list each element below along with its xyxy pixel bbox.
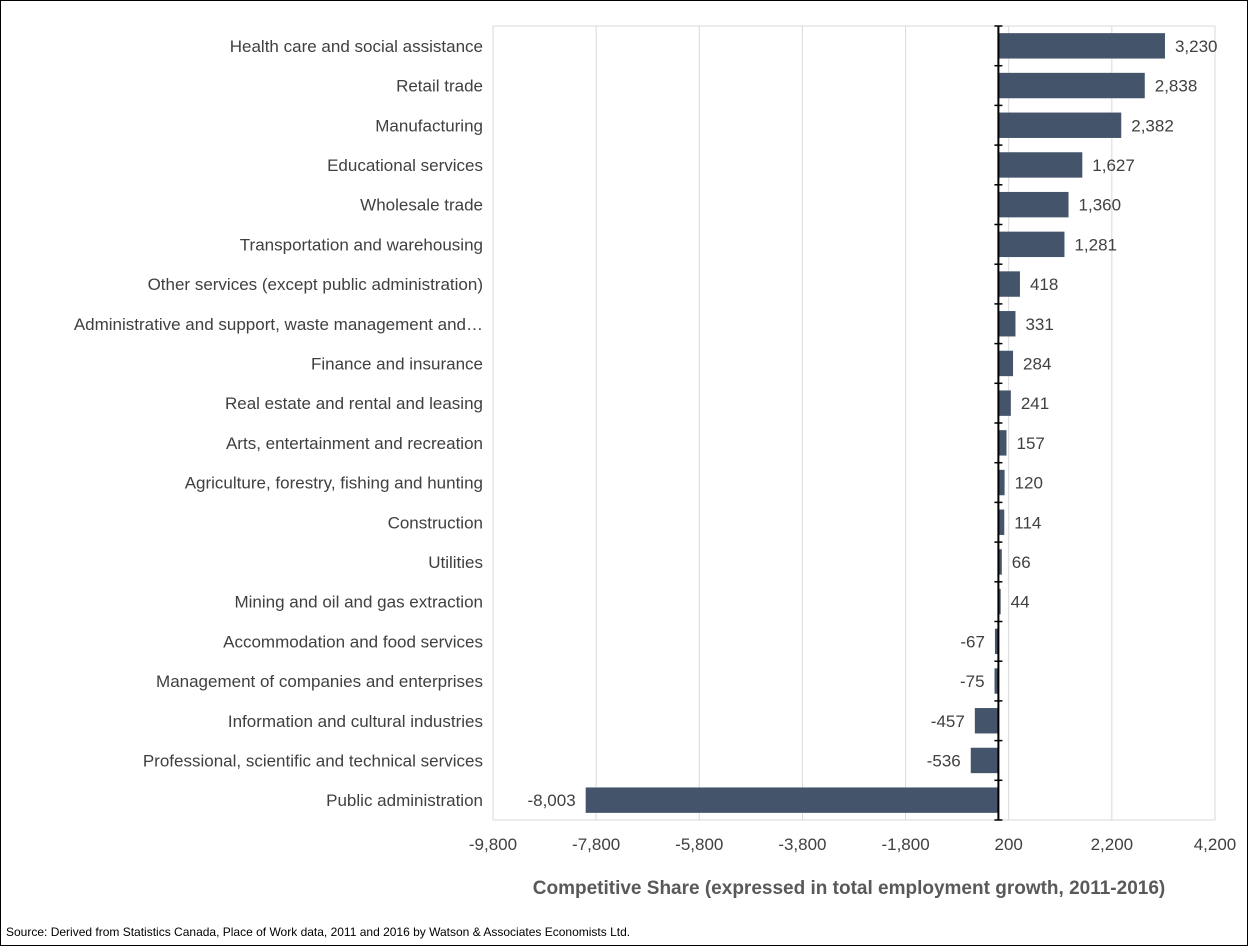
category-label: Retail trade: [396, 77, 483, 96]
x-tick-label: 200: [995, 835, 1023, 854]
category-label: Other services (except public administra…: [148, 275, 483, 294]
x-axis-title: Competitive Share (expressed in total em…: [533, 878, 1165, 899]
bar: [998, 33, 1165, 59]
bar: [998, 549, 1002, 575]
category-label: Finance and insurance: [311, 354, 483, 373]
bar: [998, 271, 1020, 297]
category-label: Mining and oil and gas extraction: [234, 593, 483, 612]
data-label: 418: [1030, 275, 1058, 294]
data-label: -536: [927, 751, 961, 770]
data-label: 1,627: [1092, 156, 1135, 175]
bar: [998, 350, 1014, 377]
category-label: Professional, scientific and technical s…: [143, 751, 483, 770]
category-label: Public administration: [326, 791, 483, 810]
bar: [994, 628, 999, 655]
data-label: 2,382: [1131, 116, 1174, 135]
bar: [998, 390, 1011, 416]
bar: [998, 112, 1122, 138]
category-label: Educational services: [327, 156, 483, 175]
category-label: Agriculture, forestry, fishing and hunti…: [185, 474, 483, 493]
category-label: Manufacturing: [375, 116, 483, 135]
x-tick-label: -1,800: [881, 835, 929, 854]
data-label: -8,003: [527, 791, 575, 810]
bar: [998, 231, 1065, 258]
category-label: Utilities: [428, 553, 483, 572]
data-labels: 3,230 2,838 2,382 1,627 1,360 1,281 418 331 284 2…: [527, 37, 1217, 810]
data-label: 1,281: [1074, 235, 1117, 254]
x-tick-labels: -9,800 -7,800 -5,800 -3,800 -1,800 200 2,200 4,…: [469, 835, 1236, 854]
data-label: -457: [931, 712, 965, 731]
data-label: 66: [1012, 553, 1031, 572]
bar: [998, 311, 1016, 337]
x-tick-label: -5,800: [675, 835, 723, 854]
zero-axis: [994, 25, 1003, 821]
category-label: Health care and social assistance: [230, 37, 483, 56]
category-labels: Health care and social assistance Retail …: [74, 37, 483, 810]
bar: [974, 708, 999, 734]
data-label: 2,838: [1155, 77, 1198, 96]
bar: [998, 430, 1007, 456]
x-tick-label: 4,200: [1194, 835, 1237, 854]
category-label: Real estate and rental and leasing: [225, 394, 483, 413]
x-tick-label: -9,800: [469, 835, 517, 854]
source-note: Source: Derived from Statistics Canada, …: [6, 925, 630, 939]
gridlines: [492, 26, 1216, 820]
data-label: 114: [1014, 513, 1041, 532]
bars: [585, 33, 1165, 813]
bar: [998, 588, 1001, 615]
category-label: Administrative and support, waste manage…: [74, 315, 483, 334]
data-label: 241: [1021, 394, 1049, 413]
category-label: Information and cultural industries: [228, 712, 483, 731]
data-label: 331: [1025, 315, 1053, 334]
bar: [998, 469, 1005, 496]
bar: [998, 509, 1005, 535]
category-label: Wholesale trade: [360, 196, 483, 215]
category-label: Management of companies and enterprises: [156, 672, 483, 691]
category-label: Construction: [388, 513, 483, 532]
data-label: 120: [1015, 474, 1043, 493]
data-label: -67: [960, 632, 985, 651]
bar: [585, 787, 999, 813]
x-tick-label: -3,800: [778, 835, 826, 854]
bar: [994, 668, 999, 694]
plot-area: [492, 25, 1216, 821]
x-tick-label: 2,200: [1091, 835, 1134, 854]
category-label: Accommodation and food services: [223, 632, 483, 651]
data-label: 157: [1016, 434, 1044, 453]
data-label: -75: [960, 672, 985, 691]
bar: [998, 152, 1083, 178]
data-label: 284: [1023, 354, 1051, 373]
bar: [998, 72, 1145, 99]
bar: [970, 747, 999, 774]
bar: [998, 191, 1069, 218]
data-label: 1,360: [1079, 196, 1122, 215]
x-tick-label: -7,800: [572, 835, 620, 854]
data-label: 44: [1011, 593, 1030, 612]
category-label: Arts, entertainment and recreation: [226, 434, 483, 453]
data-label: 3,230: [1175, 37, 1218, 56]
category-label: Transportation and warehousing: [240, 235, 483, 254]
